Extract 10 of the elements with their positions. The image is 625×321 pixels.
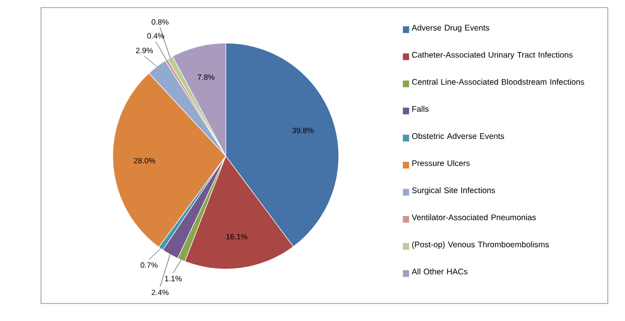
legend-label: Adverse Drug Events [412, 24, 490, 32]
legend-label: Central Line-Associated Bloodstream Infections [412, 78, 584, 85]
legend-label: All Other HACs [412, 268, 468, 275]
legend-label: Surgical Site Infections [412, 187, 496, 195]
legend-label: Obstetric Adverse Events [412, 133, 504, 140]
legend-label: Pressure Ulcers [412, 160, 470, 166]
legend-label: (Post-op) Venous Thromboembolisms [412, 241, 549, 250]
legend-label: Falls [412, 106, 429, 112]
legend-label: Catheter-Associated Urinary Tract Infections [412, 52, 573, 60]
legend-label: Ventilator-Associated Pneumonias [412, 214, 536, 220]
